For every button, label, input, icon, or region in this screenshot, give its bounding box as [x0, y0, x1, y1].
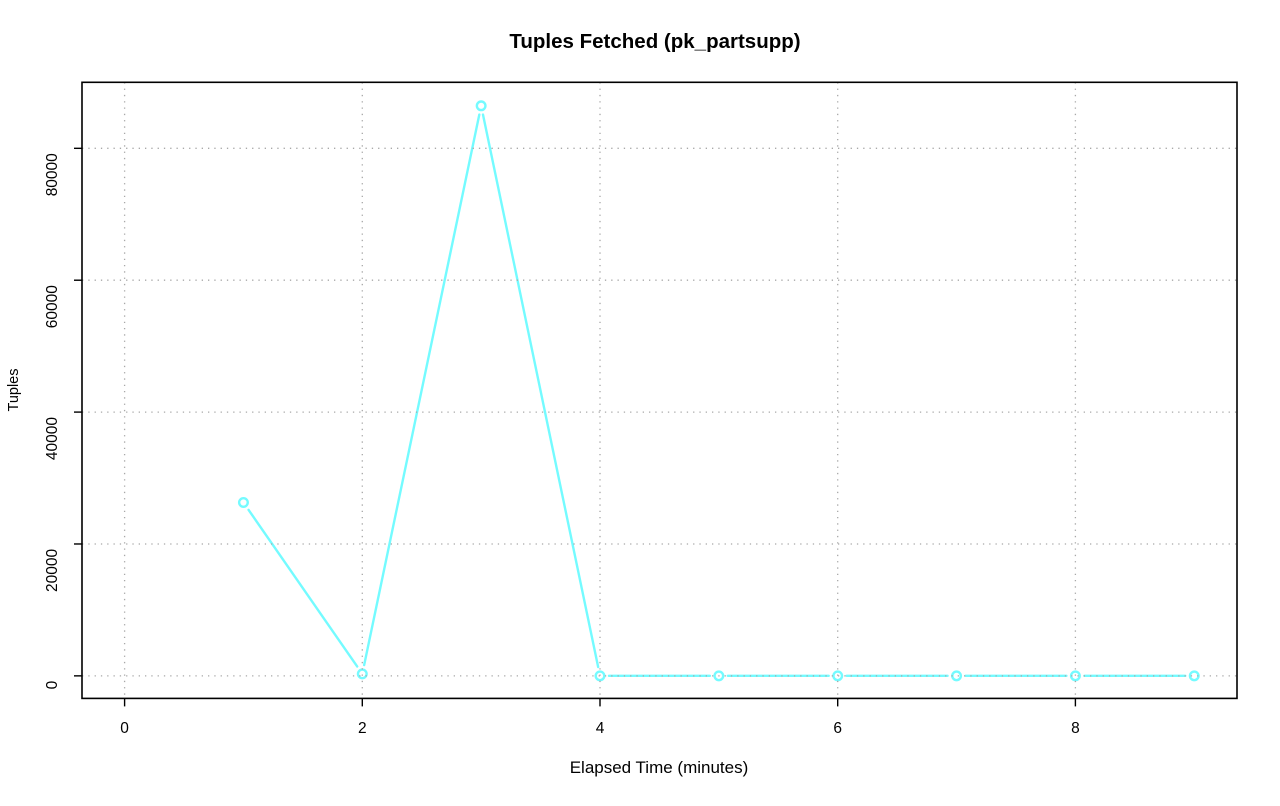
svg-text:60000: 60000 [44, 285, 61, 328]
svg-text:40000: 40000 [44, 417, 61, 460]
svg-text:Elapsed Time (minutes): Elapsed Time (minutes) [570, 758, 749, 777]
svg-text:4: 4 [596, 720, 605, 737]
svg-text:0: 0 [44, 680, 61, 689]
svg-text:2: 2 [358, 720, 367, 737]
svg-text:80000: 80000 [44, 153, 61, 196]
svg-text:0: 0 [120, 720, 129, 737]
svg-text:8: 8 [1071, 720, 1080, 737]
svg-text:20000: 20000 [44, 549, 61, 592]
svg-text:6: 6 [833, 720, 842, 737]
svg-text:Tuples Fetched (pk_partsupp): Tuples Fetched (pk_partsupp) [509, 30, 800, 53]
svg-text:Tuples: Tuples [6, 369, 22, 412]
